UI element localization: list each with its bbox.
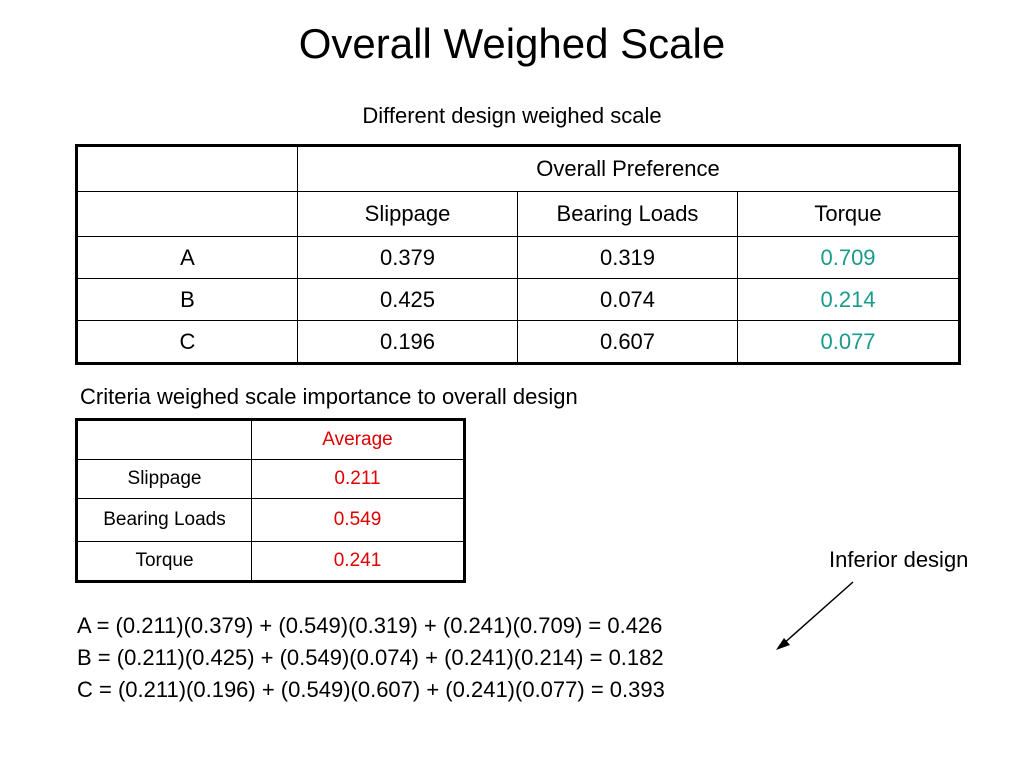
- equation-b: B = (0.211)(0.425) + (0.549)(0.074) + (0…: [77, 645, 664, 670]
- row-label: B: [76, 278, 298, 321]
- criterion-label: Slippage: [76, 459, 252, 499]
- criterion-label: Bearing Loads: [76, 498, 252, 542]
- criterion-label: Torque: [76, 541, 252, 582]
- slide-title: Overall Weighed Scale: [298, 20, 726, 67]
- table-corner-cell: [76, 145, 298, 192]
- row-label: C: [76, 320, 298, 364]
- table-columns-row: Slippage Bearing Loads Torque: [76, 191, 961, 237]
- table-row: C 0.196 0.607 0.077: [76, 320, 961, 364]
- column-header-slippage: Slippage: [297, 191, 518, 237]
- cell-slippage: 0.196: [297, 320, 518, 364]
- slide-subtitle: Different design weighed scale: [362, 103, 662, 128]
- cell-torque: 0.077: [736, 320, 961, 364]
- column-header-bearing-loads: Bearing Loads: [517, 191, 738, 237]
- equation-c: C = (0.211)(0.196) + (0.549)(0.607) + (0…: [77, 677, 665, 702]
- design-preference-table: Overall Preference Slippage Bearing Load…: [75, 144, 962, 365]
- table-corner-cell: [76, 419, 252, 460]
- table-header-row: Average: [76, 419, 465, 460]
- equation-a: A = (0.211)(0.379) + (0.549)(0.319) + (0…: [77, 613, 663, 638]
- inferior-design-annotation: Inferior design: [829, 547, 969, 572]
- criteria-weight-table: Average Slippage 0.211 Bearing Loads 0.5…: [75, 418, 466, 583]
- cell-bearing-loads: 0.074: [517, 278, 738, 321]
- table-corner-cell: [76, 191, 298, 237]
- table-header-row: Overall Preference: [76, 145, 961, 192]
- cell-slippage: 0.425: [297, 278, 518, 321]
- criterion-average: 0.549: [251, 498, 465, 542]
- cell-slippage: 0.379: [297, 236, 518, 279]
- column-header-torque: Torque: [736, 191, 961, 237]
- row-label: A: [76, 236, 298, 279]
- table-row: Bearing Loads 0.549: [76, 498, 465, 542]
- overall-preference-header: Overall Preference: [296, 145, 961, 192]
- table-row: A 0.379 0.319 0.709: [76, 236, 961, 279]
- table-row: B 0.425 0.074 0.214: [76, 278, 961, 321]
- cell-torque: 0.709: [736, 236, 961, 279]
- weighted-equations: A = (0.211)(0.379) + (0.549)(0.319) + (0…: [77, 610, 665, 706]
- table-row: Torque 0.241: [76, 541, 465, 582]
- cell-bearing-loads: 0.319: [517, 236, 738, 279]
- criterion-average: 0.211: [251, 459, 465, 499]
- criterion-average: 0.241: [251, 541, 465, 582]
- table-row: Slippage 0.211: [76, 459, 465, 499]
- cell-torque: 0.214: [736, 278, 961, 321]
- criteria-table-title: Criteria weighed scale importance to ove…: [80, 384, 578, 409]
- cell-bearing-loads: 0.607: [517, 320, 738, 364]
- average-header: Average: [251, 419, 465, 460]
